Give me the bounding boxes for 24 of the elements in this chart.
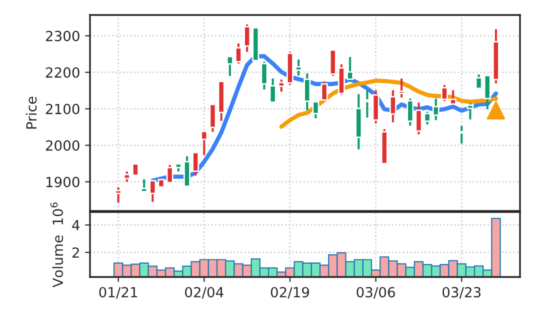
y-tick-label: 2300: [46, 30, 80, 42]
candlestick: [209, 103, 216, 133]
x-tick-label: 02/04: [185, 286, 224, 299]
candlestick: [364, 89, 371, 119]
candlestick: [200, 130, 208, 156]
candlestick: [389, 89, 396, 124]
x-tick-label: 02/19: [270, 286, 310, 299]
y-tick-label: 4: [72, 220, 80, 230]
y-axis-title: Price: [26, 96, 37, 129]
y-tick-label: 1900: [46, 176, 80, 188]
candlestick: [260, 60, 268, 91]
y-tick-label: 2200: [46, 67, 80, 78]
y-axis-title: Volume 10$^{6}$: [50, 202, 64, 288]
candlestick: [458, 124, 466, 145]
x-tick-label: 01/21: [99, 286, 138, 299]
candlestick: [114, 186, 122, 204]
y-tick-label: 2100: [46, 104, 80, 114]
x-tick-label: 03/23: [442, 286, 481, 299]
candlestick: [398, 77, 406, 99]
y-tick-label: 2: [72, 247, 79, 258]
x-tick-label: 03/06: [356, 286, 395, 299]
candlestick: [320, 80, 328, 102]
candlestick: [466, 102, 474, 120]
y-tick-label: 2000: [46, 140, 80, 151]
